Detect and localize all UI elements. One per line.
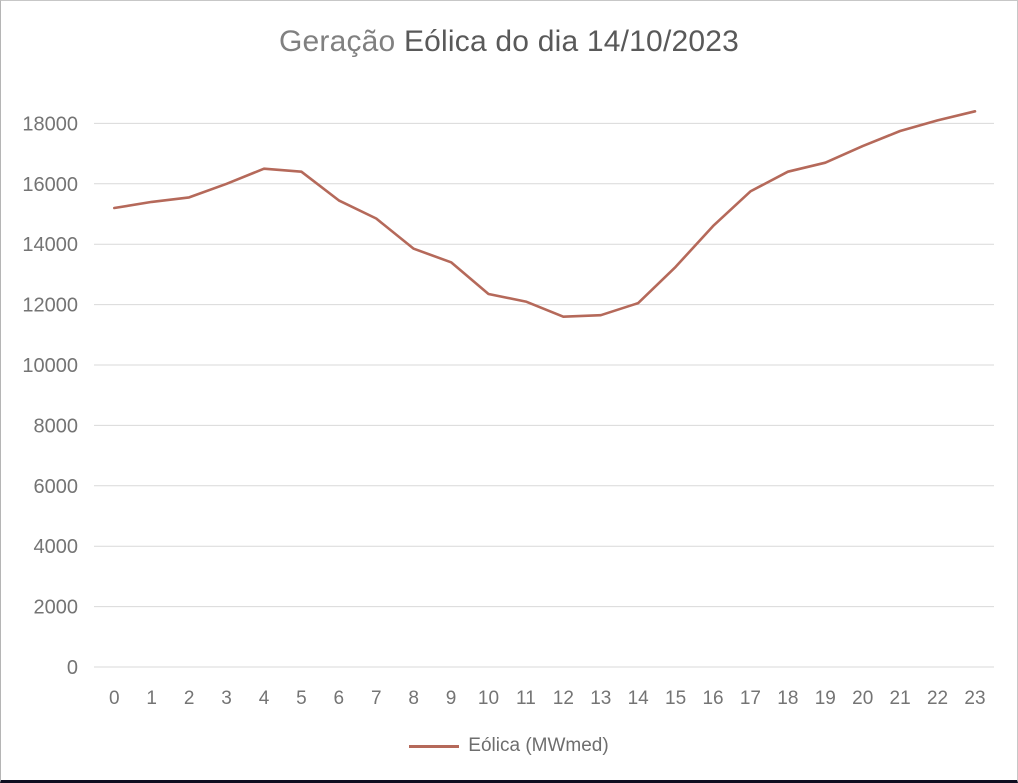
chart-title: Geração Eólica do dia 14/10/2023 [1,25,1017,59]
x-axis-tick-label: 13 [590,688,611,709]
y-axis-tick-label: 18000 [22,113,78,135]
y-axis-tick-label: 16000 [22,174,78,196]
x-axis-tick-label: 3 [221,688,232,709]
x-axis-tick-label: 14 [628,688,650,709]
chart-title-main: Eólica do dia 14/10/2023 [403,25,740,58]
x-axis-tick-label: 9 [446,688,457,709]
x-axis-tick-label: 4 [259,688,270,709]
chart-title-prefix: Geração [278,25,404,58]
legend: Eólica (MWmed) [1,732,1017,760]
y-axis-tick-label: 4000 [34,536,79,558]
series-line-eolica [113,110,977,319]
x-axis-tick-label: 22 [927,688,948,709]
x-axis-tick-label: 8 [408,688,419,709]
y-axis-tick-label: 14000 [22,234,78,256]
y-axis-tick-label: 12000 [22,295,78,317]
x-axis-tick-label: 20 [852,688,873,709]
x-axis-tick-label: 1 [146,688,157,709]
x-axis-tick-label: 16 [702,688,723,709]
x-axis-tick-label: 12 [553,688,574,709]
x-axis-tick-label: 17 [740,688,761,709]
x-axis-tick-label: 11 [516,688,536,709]
x-axis-tick-label: 6 [334,688,345,709]
x-axis-tick-label: 7 [371,688,382,709]
x-axis-tick-label: 0 [109,688,120,709]
legend-line-swatch [409,744,460,748]
x-axis-tick-label: 23 [964,688,985,709]
x-axis-tick-label: 15 [665,688,686,709]
y-axis-tick-label: 6000 [34,476,79,498]
y-axis-tick-label: 0 [67,657,78,679]
x-axis-tick-label: 5 [296,688,307,709]
x-axis-tick-label: 18 [777,688,798,709]
x-axis-tick-label: 19 [815,688,836,709]
x-axis-tick-label: 10 [478,688,499,709]
x-axis-tick-label: 2 [184,688,195,709]
y-axis-tick-label: 2000 [34,597,79,619]
legend-series-label: Eólica (MWmed) [468,735,609,756]
x-axis-tick-label: 21 [890,688,911,709]
y-axis-tick-label: 10000 [22,355,78,377]
y-axis-tick-label: 8000 [34,415,79,437]
